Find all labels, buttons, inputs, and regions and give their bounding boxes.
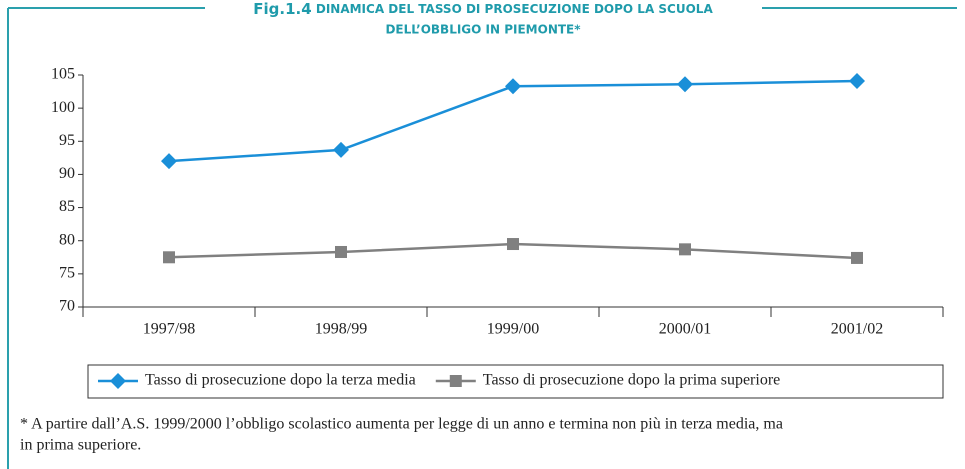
y-tick-label: 70 xyxy=(59,298,75,315)
marker xyxy=(677,76,693,93)
title-line: DINAMICA DEL TASSO DI PROSECUZIONE DOPO … xyxy=(316,2,714,16)
chart-title: DELL’OBBLIGO IN PIEMONTE* xyxy=(385,23,581,37)
marker xyxy=(505,78,521,95)
chart-title: Fig.1.4 DINAMICA DEL TASSO DI PROSECUZIO… xyxy=(253,0,713,18)
y-tick-label: 95 xyxy=(59,132,75,149)
marker xyxy=(163,251,175,264)
footnote: * A partire dall’A.S. 1999/2000 l’obblig… xyxy=(20,416,783,433)
y-tick-label: 85 xyxy=(59,198,75,215)
y-tick-label: 100 xyxy=(51,99,75,116)
marker xyxy=(161,153,177,170)
marker xyxy=(507,238,519,251)
marker xyxy=(851,251,863,264)
marker xyxy=(335,245,347,258)
y-tick-label: 75 xyxy=(59,265,75,282)
footnote: in prima superiore. xyxy=(20,437,141,454)
marker xyxy=(333,141,349,158)
y-tick-label: 80 xyxy=(59,231,75,248)
x-tick-label: 2001/02 xyxy=(831,321,883,338)
marker xyxy=(449,375,462,387)
legend-box xyxy=(87,364,944,399)
y-tick-label: 105 xyxy=(51,66,75,83)
x-tick-label: 1998/99 xyxy=(315,321,367,338)
x-tick-label: 1999/00 xyxy=(487,321,539,338)
x-tick-label: 2000/01 xyxy=(659,321,711,338)
legend-label: Tasso di prosecuzione dopo la terza medi… xyxy=(145,372,416,389)
marker xyxy=(110,373,126,389)
legend-label: Tasso di prosecuzione dopo la prima supe… xyxy=(483,372,780,389)
marker xyxy=(679,243,691,256)
figure-label: Fig.1.4 xyxy=(253,0,311,18)
x-tick-label: 1997/98 xyxy=(143,321,195,338)
marker xyxy=(849,72,865,89)
y-tick-label: 90 xyxy=(59,165,75,182)
